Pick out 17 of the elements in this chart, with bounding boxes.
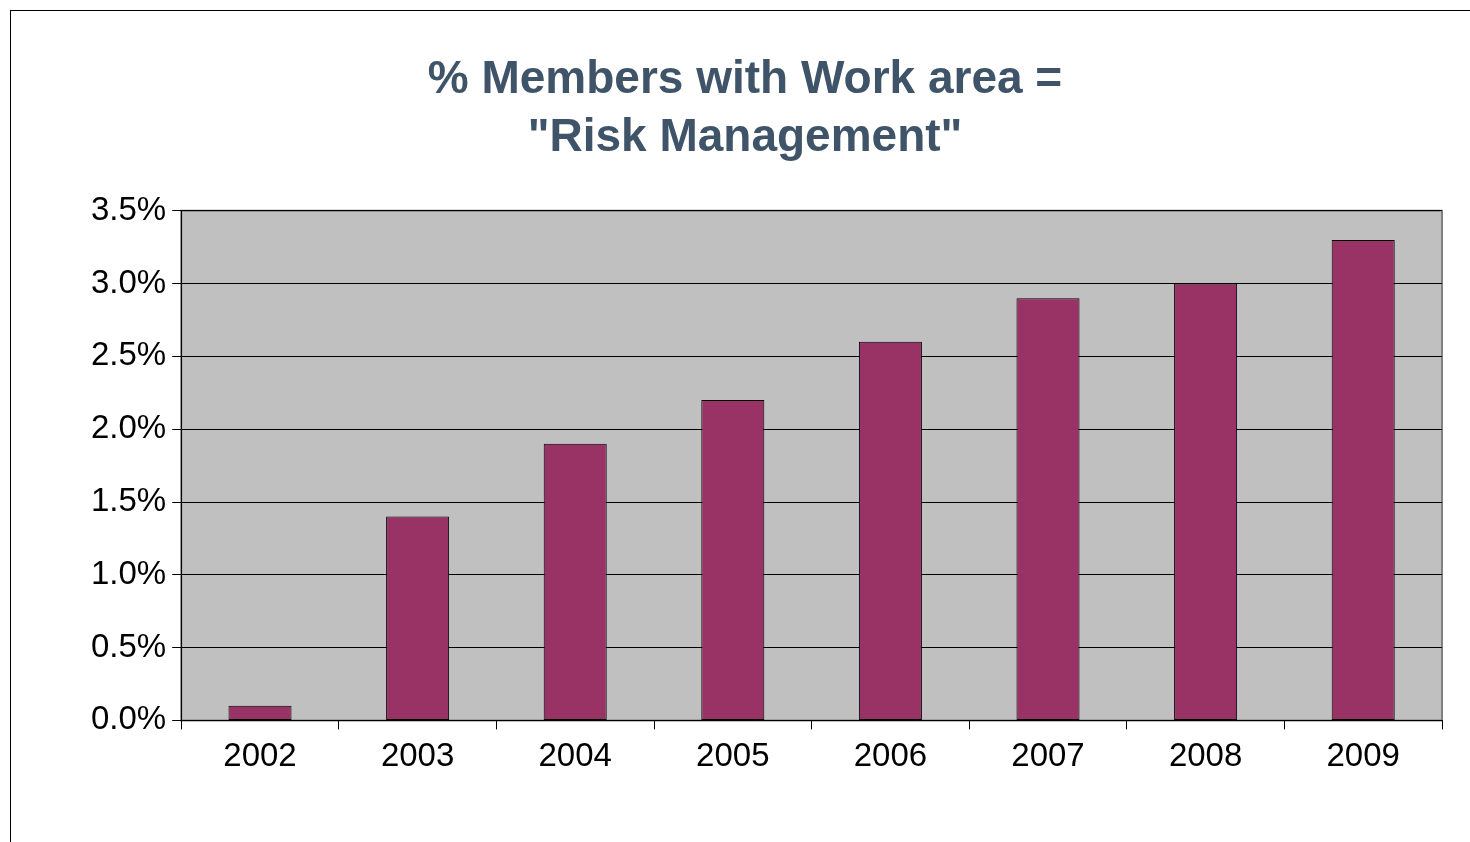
x-tick-label: 2009 [1326,736,1400,774]
x-tick-label: 2005 [696,736,770,774]
y-tick-label: 3.5% [91,189,167,227]
y-tick-label: 2.5% [91,335,167,373]
x-tick-label: 2002 [223,736,297,774]
chart-title: % Members with Work area = "Risk Management" [426,50,1064,163]
y-tick-label: 0.0% [91,699,167,737]
x-tick-label: 2008 [1168,736,1243,774]
x-tick-label: 2007 [1011,736,1085,774]
x-tick-label: 2003 [380,736,455,774]
y-tick-label: 2.0% [91,408,167,446]
y-tick-label: 1.0% [91,553,167,591]
x-tick-label: 2006 [853,736,928,774]
y-tick-label: 0.5% [91,626,167,664]
y-tick-label: 3.0% [91,262,167,300]
x-tick-label: 2004 [538,736,612,774]
y-tick-label: 1.5% [91,481,167,519]
